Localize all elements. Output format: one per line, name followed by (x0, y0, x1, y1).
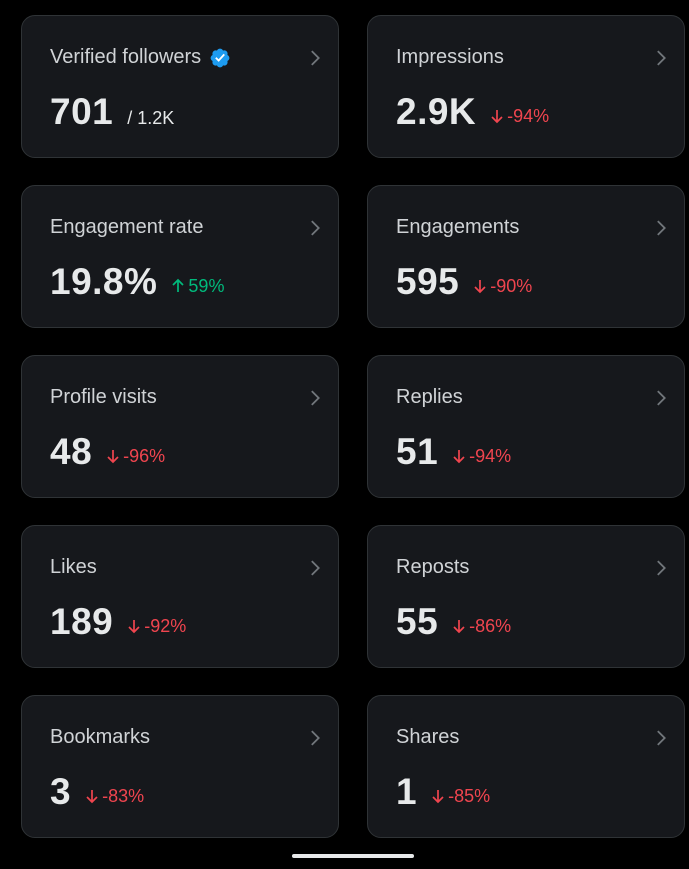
card-verified-followers[interactable]: Verified followers 701 / 1.2K (21, 15, 339, 158)
metric-change: -96% (106, 446, 165, 467)
card-replies[interactable]: Replies 51 -94% (367, 355, 685, 498)
card-title: Engagements (396, 216, 520, 238)
metric-change-value: -83% (102, 785, 145, 806)
card-title: Profile visits (50, 386, 157, 408)
arrow-down-icon (432, 790, 444, 804)
card-title-wrap: Engagement rate (50, 216, 203, 239)
card-title: Replies (396, 386, 463, 408)
card-title: Bookmarks (50, 726, 151, 748)
card-reposts[interactable]: Reposts 55 -86% (367, 525, 685, 668)
metric-change-value: -85% (448, 785, 491, 806)
value-row: 3 -83% (50, 771, 144, 813)
metric-value: 3 (50, 771, 72, 812)
metric-value: 2.9K (396, 91, 477, 132)
value-row: 701 / 1.2K (50, 91, 174, 133)
card-title: Verified followers (50, 46, 202, 68)
verified-badge-icon (210, 48, 230, 67)
arrow-down-icon (474, 280, 486, 294)
arrow-down-icon (491, 110, 503, 124)
value-row: 55 -86% (396, 601, 511, 643)
card-bookmarks[interactable]: Bookmarks 3 -83% (21, 695, 339, 838)
metric-value: 19.8% (50, 261, 158, 302)
chevron-right-icon (657, 220, 666, 236)
card-title-wrap: Profile visits (50, 386, 157, 409)
chevron-right-icon (311, 390, 320, 406)
card-title-wrap: Impressions (396, 46, 504, 69)
card-title-wrap: Replies (396, 386, 463, 409)
card-title-wrap: Shares (396, 726, 459, 749)
chevron-right-icon (311, 730, 320, 746)
metric-value: 701 (50, 91, 114, 132)
metric-change-value: -94% (507, 105, 550, 126)
arrow-up-icon (172, 278, 185, 292)
metric-value: 595 (396, 261, 460, 302)
card-title-wrap: Verified followers (50, 46, 231, 69)
arrow-down-icon (453, 620, 465, 634)
metric-value: 55 (396, 601, 439, 642)
card-engagements[interactable]: Engagements 595 -90% (367, 185, 685, 328)
card-title-wrap: Reposts (396, 556, 469, 579)
card-likes[interactable]: Likes 189 -92% (21, 525, 339, 668)
metric-change-value: -92% (144, 615, 187, 636)
chevron-right-icon (657, 730, 666, 746)
value-row: 595 -90% (396, 261, 532, 303)
metric-change: -83% (85, 786, 144, 807)
metric-change: -86% (452, 616, 511, 637)
metric-change-value: -86% (469, 615, 512, 636)
metric-change: -92% (127, 616, 186, 637)
card-title: Shares (396, 726, 460, 748)
metric-value: 51 (396, 431, 439, 472)
metric-change: -94% (490, 106, 549, 127)
value-row: 51 -94% (396, 431, 511, 473)
value-row: 2.9K -94% (396, 91, 549, 133)
metric-change: -94% (452, 446, 511, 467)
arrow-down-icon (453, 450, 465, 464)
home-indicator[interactable] (292, 854, 414, 858)
value-row: 48 -96% (50, 431, 165, 473)
chevron-right-icon (311, 560, 320, 576)
metric-change: 59% (171, 276, 224, 297)
card-title: Likes (50, 556, 97, 578)
arrow-down-icon (107, 450, 119, 464)
card-title-wrap: Bookmarks (50, 726, 150, 749)
card-title: Impressions (396, 46, 504, 68)
chevron-right-icon (311, 50, 320, 66)
metric-value: 1 (396, 771, 418, 812)
arrow-down-icon (86, 790, 98, 804)
card-shares[interactable]: Shares 1 -85% (367, 695, 685, 838)
metric-change-value: -96% (123, 445, 166, 466)
chevron-right-icon (657, 390, 666, 406)
value-row: 1 -85% (396, 771, 490, 813)
card-title: Reposts (396, 556, 470, 578)
metric-change-value: -90% (490, 275, 533, 296)
metric-change-value: -94% (469, 445, 512, 466)
chevron-right-icon (657, 560, 666, 576)
card-title-wrap: Likes (50, 556, 97, 579)
value-row: 19.8% 59% (50, 261, 224, 303)
metric-change-value: 59% (188, 275, 225, 296)
metric-value: 48 (50, 431, 93, 472)
value-row: 189 -92% (50, 601, 186, 643)
card-impressions[interactable]: Impressions 2.9K -94% (367, 15, 685, 158)
arrow-down-icon (128, 620, 140, 634)
metric-total: / 1.2K (127, 108, 175, 128)
chevron-right-icon (311, 220, 320, 236)
metric-value: 189 (50, 601, 114, 642)
card-engagement-rate[interactable]: Engagement rate 19.8% 59% (21, 185, 339, 328)
card-title: Engagement rate (50, 216, 204, 238)
chevron-right-icon (657, 50, 666, 66)
metric-change: -90% (473, 276, 532, 297)
card-profile-visits[interactable]: Profile visits 48 -96% (21, 355, 339, 498)
metric-change: -85% (431, 786, 490, 807)
metrics-grid: Verified followers 701 / 1.2K Impression… (21, 15, 685, 838)
card-title-wrap: Engagements (396, 216, 519, 239)
